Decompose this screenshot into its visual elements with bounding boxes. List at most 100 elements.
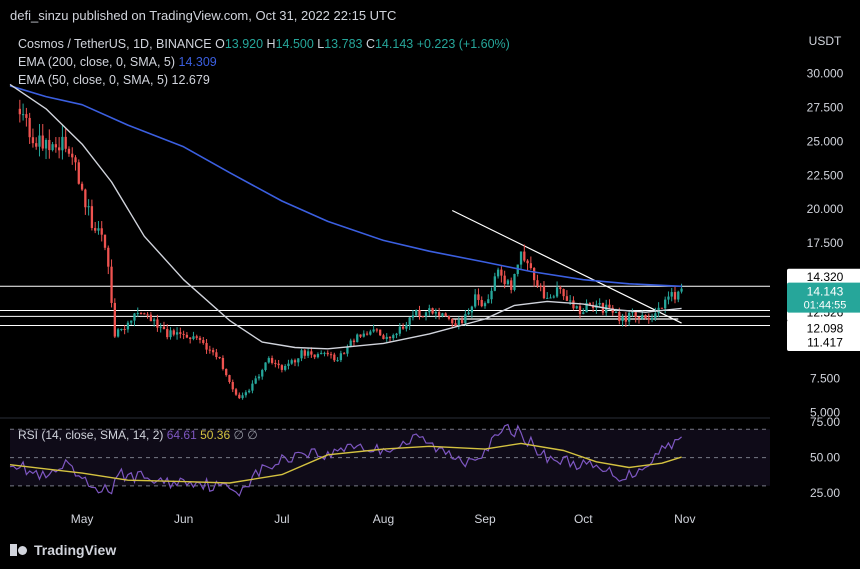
candle-body [483, 303, 487, 307]
candle-body [211, 350, 215, 353]
x-tick-label: Nov [674, 512, 695, 526]
x-tick-label: May [71, 512, 94, 526]
candle-body [372, 329, 375, 332]
ema50-value: 12.679 [171, 73, 210, 87]
candle-body [385, 336, 388, 339]
candle-body [300, 350, 303, 359]
ema50-legend[interactable]: EMA (50, close, 0, SMA, 5) 12.679 [18, 73, 210, 87]
level-label-14-320-text: 14.320 [807, 270, 844, 284]
candle-body [588, 302, 591, 306]
ema50-line [9, 83, 682, 350]
candle-body [447, 316, 451, 319]
y-tick-label: 22.500 [807, 168, 844, 182]
candle-body [650, 317, 654, 320]
rsi-line [9, 423, 682, 497]
tradingview-logo[interactable]: TradingView [10, 542, 116, 558]
candle-body [247, 390, 251, 393]
candle-body [189, 337, 192, 339]
rsi-sma-value: 50.36 [200, 428, 231, 442]
rsi-legend[interactable]: RSI (14, close, SMA, 14, 2) 64.61 50.36 … [18, 428, 258, 442]
y-tick-label: 30.000 [807, 67, 844, 81]
candle-body [382, 335, 385, 339]
ema200-legend[interactable]: EMA (200, close, 0, SMA, 5) 14.309 [18, 55, 217, 69]
hidden-eye-icon[interactable]: ∅ [247, 428, 258, 442]
level-label-11-417 [787, 334, 860, 352]
candle-body [94, 228, 97, 231]
candle-body [575, 306, 578, 309]
candle-body [225, 368, 228, 376]
candle-body [172, 330, 175, 335]
candle-body [267, 358, 270, 363]
candle-body [323, 352, 326, 354]
candle-body [41, 135, 44, 149]
candle-body [120, 329, 123, 331]
y-tick-label: 27.500 [807, 100, 844, 114]
candle-body [107, 247, 110, 267]
candle-body [523, 251, 526, 261]
candle-body [369, 331, 372, 335]
level-label-14-320 [787, 268, 860, 286]
candle-body [293, 360, 297, 363]
price-legend: Cosmos / TetherUS, 1D, BINANCE O13.920 H… [18, 37, 510, 51]
y-tick-label: 25.000 [807, 134, 844, 148]
candle-body [182, 333, 185, 335]
low-value: 13.783 [324, 37, 363, 51]
candle-body [474, 294, 477, 307]
candle-body [582, 312, 585, 315]
candle-body [627, 312, 631, 322]
level-label-12-098 [787, 319, 860, 337]
candle-body [270, 358, 274, 363]
candle-body [64, 136, 67, 149]
ema200-line [9, 85, 682, 288]
candle-body [44, 139, 48, 149]
candle-body [591, 305, 595, 308]
open-label: O [215, 37, 225, 51]
candle-body [133, 313, 136, 321]
candle-body [441, 313, 444, 316]
candle-body [35, 143, 38, 147]
candle-body [539, 285, 542, 287]
candle-body [388, 336, 392, 339]
candle-body [637, 316, 641, 319]
candle-body [444, 313, 447, 317]
ema50-label: EMA (50, close, 0, SMA, 5) [18, 73, 169, 87]
symbol-label[interactable]: Cosmos / TetherUS, 1D, BINANCE [18, 37, 212, 51]
candle-body [578, 306, 582, 315]
open-value: 13.920 [224, 37, 264, 51]
candle-body [221, 357, 225, 369]
candle-body [398, 326, 401, 334]
candle-body [143, 313, 146, 315]
close-value: 14.143 [374, 37, 414, 51]
candle-body [359, 334, 362, 337]
candle-body [356, 334, 359, 343]
candle-body [500, 269, 503, 276]
candle-body [585, 302, 588, 313]
candle-body [555, 287, 559, 297]
candle-body [310, 351, 313, 355]
candle-body [496, 269, 500, 277]
candle-body [418, 310, 421, 317]
candle-body [320, 352, 323, 355]
candle-body [84, 189, 87, 208]
y-tick-label: 17.500 [807, 236, 844, 250]
candle-body [424, 312, 428, 317]
candle-body [97, 228, 100, 231]
candle-body [664, 299, 667, 309]
candle-body [48, 139, 51, 151]
rsi-label: RSI (14, close, SMA, 14, 2) [18, 428, 164, 442]
high-value: 14.500 [275, 37, 314, 51]
candle-body [552, 296, 555, 298]
candle-body [261, 370, 264, 377]
x-tick-label: Oct [574, 512, 593, 526]
rsi-tick-label: 50.00 [810, 451, 840, 465]
candle-body [559, 287, 562, 290]
candle-body [103, 234, 107, 248]
x-tick-label: Jun [174, 512, 193, 526]
candle-body [670, 292, 673, 297]
candle-body [326, 352, 329, 355]
x-tick-label: Sep [474, 512, 496, 526]
candle-body [57, 147, 61, 151]
hidden-eye-icon[interactable]: ∅ [233, 428, 244, 442]
candle-body [290, 360, 293, 364]
